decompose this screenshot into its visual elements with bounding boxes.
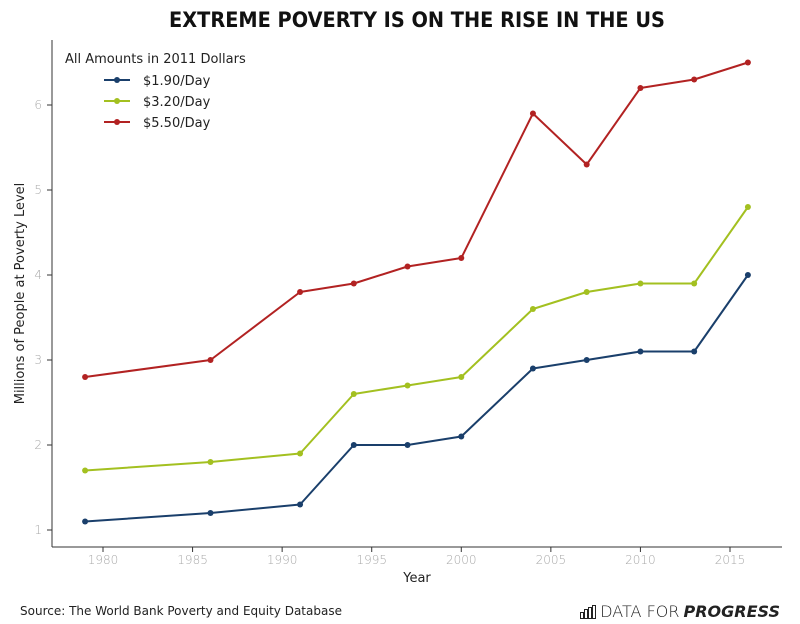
data-point [637, 85, 644, 91]
legend-swatch-point [114, 119, 120, 125]
data-point [458, 433, 465, 440]
data-point [637, 280, 644, 287]
legend-swatch-point [114, 98, 120, 104]
data-point [583, 289, 590, 295]
data-point [297, 289, 304, 295]
y-tick-label: 1 [34, 523, 42, 537]
data-point [583, 161, 590, 168]
brand-logo: DATA FOR PROGRESS [580, 602, 780, 621]
data-point [691, 76, 698, 83]
data-point [637, 348, 644, 355]
x-tick-label: 1980 [88, 553, 119, 567]
data-point [207, 459, 214, 465]
data-point [458, 374, 465, 380]
data-point [82, 518, 89, 525]
axes: 1 2 3 4 5 6 1980 1985 1990 1995 2000 2005 2010 2015 Ye… [13, 40, 782, 586]
legend-title: All Amounts in 2011 Dollars [65, 52, 246, 67]
logo-text-light: DATA FOR [600, 602, 680, 621]
legend-item: $3.20/Day [104, 95, 211, 110]
x-tick-label: 2000 [446, 553, 477, 567]
series-group [82, 59, 751, 525]
x-tick-label: 2005 [536, 553, 567, 567]
logo-text-bold: PROGRESS [683, 602, 780, 621]
legend-item: $1.90/Day [104, 74, 211, 89]
legend-label: $5.50/Day [143, 116, 211, 131]
x-tick-label: 2015 [715, 553, 746, 567]
data-point [350, 280, 357, 287]
legend-label: $3.20/Day [143, 95, 211, 110]
legend-item: $5.50/Day [104, 116, 211, 131]
data-point [529, 306, 536, 312]
y-tick-label: 3 [34, 353, 42, 367]
series-1 [82, 272, 751, 525]
source-note: Source: The World Bank Poverty and Equit… [20, 604, 342, 618]
series-line [85, 206, 749, 472]
data-point [350, 442, 357, 448]
legend-swatch-point [114, 77, 120, 83]
data-point [744, 59, 751, 66]
y-tick-label: 5 [34, 183, 42, 197]
data-point [82, 374, 89, 380]
series-3 [82, 59, 751, 380]
y-axis-title: Millions of People at Poverty Level [13, 183, 28, 405]
data-point [529, 365, 536, 372]
data-point [691, 348, 698, 355]
data-point [691, 280, 698, 287]
data-point [744, 272, 751, 278]
data-point [583, 357, 590, 363]
data-point [404, 382, 411, 389]
y-tick-label: 2 [34, 438, 42, 452]
legend: All Amounts in 2011 Dollars $1.90/Day $3.2… [65, 52, 246, 131]
y-tick-label: 4 [34, 268, 42, 282]
x-tick-label: 1995 [356, 553, 387, 567]
x-tick-label: 2010 [625, 553, 656, 567]
series-2 [82, 204, 751, 474]
data-point [404, 263, 411, 270]
x-tick-label: 1985 [177, 553, 208, 567]
data-point [82, 467, 89, 474]
series-line [85, 274, 749, 523]
x-axis-title: Year [402, 571, 431, 586]
legend-label: $1.90/Day [143, 74, 211, 89]
x-tick-label: 1990 [267, 553, 298, 567]
chart-title: EXTREME POVERTY IS ON THE RISE IN THE US [169, 8, 665, 32]
data-point [350, 391, 357, 397]
data-point [207, 357, 214, 363]
data-point [529, 110, 536, 117]
y-tick-label: 6 [34, 98, 42, 112]
data-point [458, 255, 465, 261]
bar-chart-icon [580, 604, 597, 619]
data-point [207, 510, 214, 516]
data-point [744, 204, 751, 210]
data-point [297, 501, 304, 508]
data-point [404, 442, 411, 448]
data-point [297, 450, 304, 457]
